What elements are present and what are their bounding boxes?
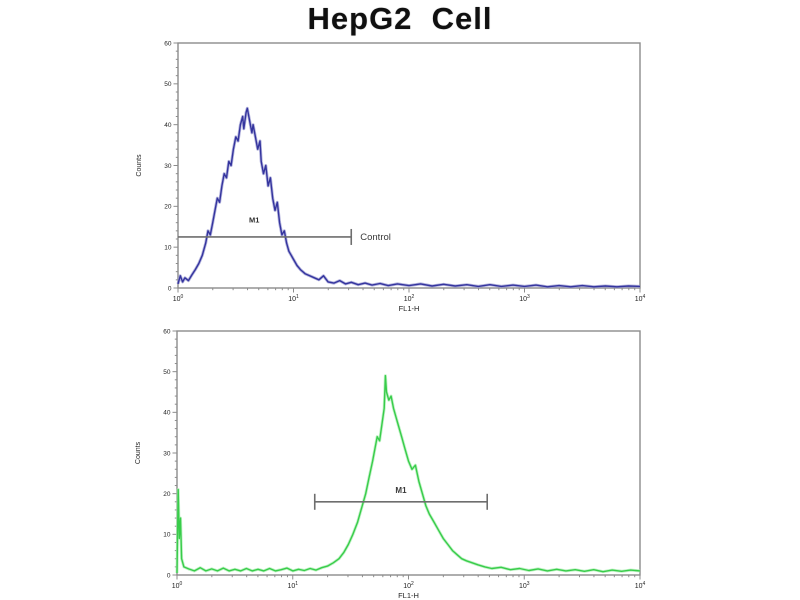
y-tick-label: 10 (164, 245, 172, 252)
y-tick-label: 30 (163, 450, 171, 457)
plot-frame (176, 330, 641, 576)
y-tick-label: 10 (163, 532, 171, 539)
y-tick-label: 20 (164, 204, 172, 211)
y-axis-label: Counts (135, 441, 142, 464)
x-tick-label: 104 (635, 581, 646, 590)
y-tick-label: 50 (164, 81, 172, 88)
x-tick-label: 102 (403, 581, 414, 590)
figure-title: HepG2 Cell (307, 1, 493, 36)
x-tick-label: 100 (173, 294, 184, 303)
y-tick-label: 60 (164, 40, 172, 47)
y-tick-label: 0 (168, 285, 172, 292)
y-tick-label: 50 (163, 369, 171, 376)
histogram-curve-halo (176, 106, 641, 289)
y-tick-label: 40 (164, 122, 172, 129)
y-axis-label: Counts (136, 154, 143, 177)
x-axis-label: FL1-H (398, 591, 419, 600)
x-tick-label: 103 (519, 294, 530, 303)
x-tick-label: 101 (287, 581, 298, 590)
region-annotation: M1 (249, 216, 259, 225)
y-tick-label: 60 (163, 328, 171, 335)
histogram-curve (176, 375, 641, 574)
y-tick-label: 0 (167, 572, 171, 579)
x-tick-label: 102 (404, 294, 415, 303)
plot-frame (177, 42, 641, 289)
histogram-curve (177, 107, 641, 288)
gate-label: M1 (395, 486, 407, 495)
y-tick-label: 20 (163, 491, 171, 498)
plot-blue-control-panel: 0 10 20 30 40 50 60 100 101 102 103 104 FL1-H Counts C… (136, 40, 646, 313)
x-tick-label: 103 (519, 581, 530, 590)
x-tick-label: 101 (288, 294, 299, 303)
gate-marker: Control (178, 228, 391, 245)
histogram-curve-halo (175, 374, 641, 574)
x-tick-label: 100 (172, 581, 183, 590)
x-axis-label: FL1-H (399, 304, 420, 313)
y-tick-label: 40 (163, 410, 171, 417)
plot-green-antibody-panel: 0 10 20 30 40 50 60 100 101 102 103 104 FL1-H Counts M… (135, 328, 646, 600)
y-tick-label: 30 (164, 163, 172, 170)
gate-label: Control (360, 232, 391, 243)
gate-marker: M1 (313, 486, 489, 510)
x-tick-label: 104 (635, 294, 646, 303)
